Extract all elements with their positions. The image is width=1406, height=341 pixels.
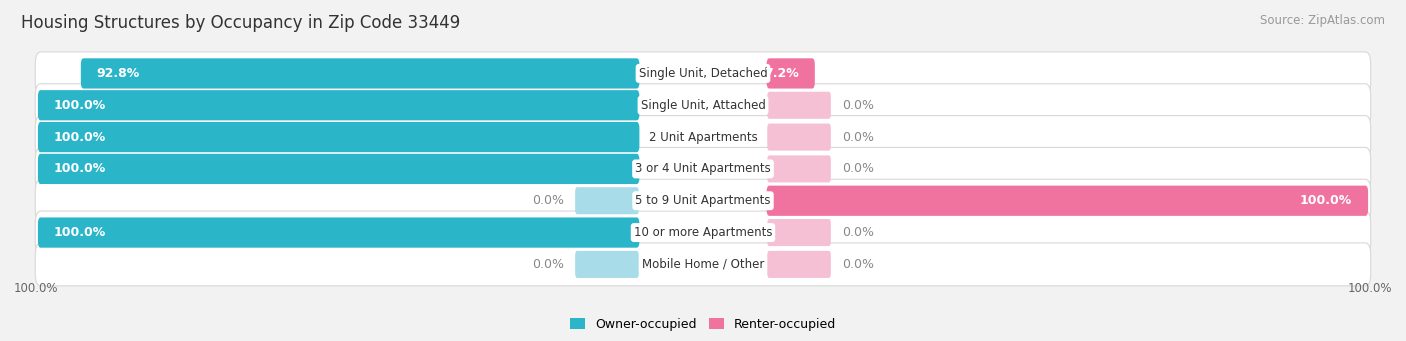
FancyBboxPatch shape: [35, 243, 1371, 286]
Text: 100.0%: 100.0%: [14, 282, 59, 295]
Text: 0.0%: 0.0%: [842, 99, 875, 112]
FancyBboxPatch shape: [35, 116, 1371, 159]
FancyBboxPatch shape: [768, 155, 831, 182]
FancyBboxPatch shape: [38, 154, 640, 184]
FancyBboxPatch shape: [80, 58, 640, 89]
FancyBboxPatch shape: [38, 122, 640, 152]
Text: 0.0%: 0.0%: [531, 194, 564, 207]
FancyBboxPatch shape: [768, 123, 831, 151]
FancyBboxPatch shape: [575, 187, 638, 214]
FancyBboxPatch shape: [766, 58, 815, 89]
FancyBboxPatch shape: [768, 251, 831, 278]
Text: 92.8%: 92.8%: [97, 67, 141, 80]
FancyBboxPatch shape: [35, 147, 1371, 190]
FancyBboxPatch shape: [575, 251, 638, 278]
FancyBboxPatch shape: [35, 179, 1371, 222]
Text: 100.0%: 100.0%: [53, 226, 105, 239]
Text: Mobile Home / Other: Mobile Home / Other: [641, 258, 765, 271]
Text: 5 to 9 Unit Apartments: 5 to 9 Unit Apartments: [636, 194, 770, 207]
FancyBboxPatch shape: [35, 84, 1371, 127]
Text: Single Unit, Attached: Single Unit, Attached: [641, 99, 765, 112]
Legend: Owner-occupied, Renter-occupied: Owner-occupied, Renter-occupied: [565, 313, 841, 336]
FancyBboxPatch shape: [35, 211, 1371, 254]
Text: 100.0%: 100.0%: [1347, 282, 1392, 295]
Text: 0.0%: 0.0%: [842, 162, 875, 175]
Text: 3 or 4 Unit Apartments: 3 or 4 Unit Apartments: [636, 162, 770, 175]
Text: 7.2%: 7.2%: [765, 67, 799, 80]
FancyBboxPatch shape: [766, 186, 1368, 216]
Text: 100.0%: 100.0%: [53, 162, 105, 175]
Text: 0.0%: 0.0%: [842, 258, 875, 271]
Text: 0.0%: 0.0%: [842, 131, 875, 144]
Text: Source: ZipAtlas.com: Source: ZipAtlas.com: [1260, 14, 1385, 27]
Text: 100.0%: 100.0%: [1301, 194, 1353, 207]
Text: 100.0%: 100.0%: [53, 131, 105, 144]
FancyBboxPatch shape: [35, 52, 1371, 95]
Text: 10 or more Apartments: 10 or more Apartments: [634, 226, 772, 239]
FancyBboxPatch shape: [768, 219, 831, 246]
Text: Single Unit, Detached: Single Unit, Detached: [638, 67, 768, 80]
FancyBboxPatch shape: [38, 218, 640, 248]
FancyBboxPatch shape: [768, 92, 831, 119]
Text: Housing Structures by Occupancy in Zip Code 33449: Housing Structures by Occupancy in Zip C…: [21, 14, 460, 32]
Text: 0.0%: 0.0%: [842, 226, 875, 239]
Text: 2 Unit Apartments: 2 Unit Apartments: [648, 131, 758, 144]
Text: 100.0%: 100.0%: [53, 99, 105, 112]
FancyBboxPatch shape: [38, 90, 640, 120]
Text: 0.0%: 0.0%: [531, 258, 564, 271]
